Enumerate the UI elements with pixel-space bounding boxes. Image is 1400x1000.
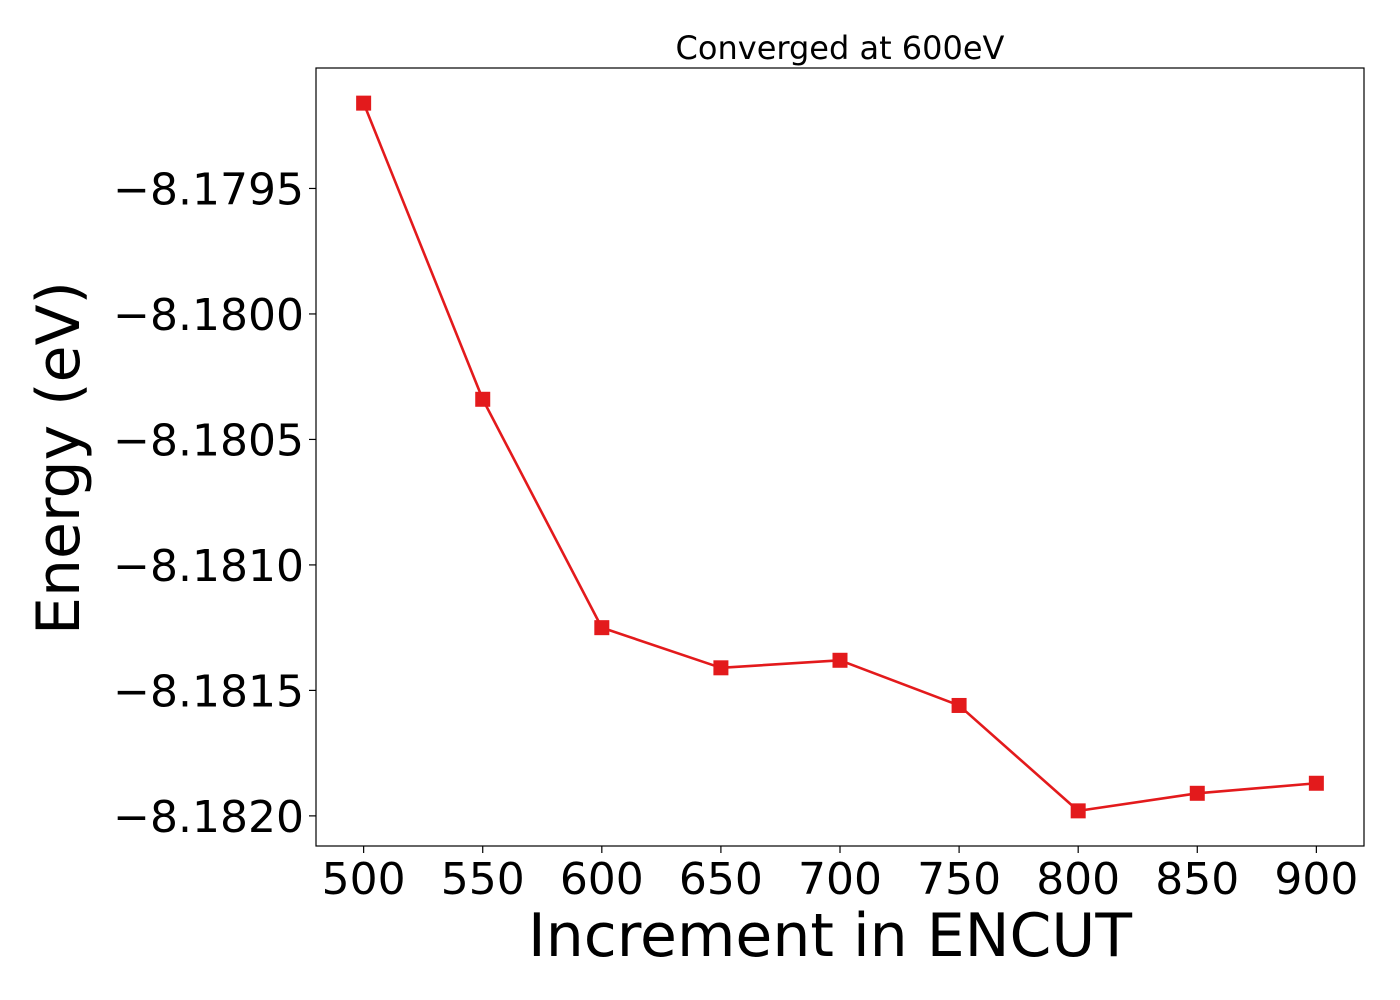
y-tick-label: −8.1795	[113, 164, 304, 215]
x-tick-label: 850	[1155, 854, 1239, 905]
x-tick-label: 700	[798, 854, 882, 905]
x-axis-label: Increment in ENCUT	[528, 901, 1132, 971]
data-point-marker	[1070, 803, 1086, 819]
x-tick-label: 500	[322, 854, 406, 905]
data-point-marker	[594, 620, 610, 636]
chart-title: Converged at 600eV	[676, 29, 1005, 67]
y-tick-label: −8.1820	[113, 792, 304, 843]
data-point-marker	[713, 660, 729, 676]
x-tick-label: 750	[917, 854, 1001, 905]
data-point-marker	[356, 95, 372, 111]
x-tick-label: 600	[560, 854, 644, 905]
data-point-marker	[475, 391, 491, 407]
plot-content	[356, 95, 1324, 819]
y-tick-label: −8.1815	[113, 666, 304, 717]
data-point-marker	[1308, 775, 1324, 791]
y-tick-label: −8.1800	[113, 290, 304, 341]
x-axis-ticks: 500 550 600 650 700 750 800 850 900	[322, 846, 1358, 905]
x-tick-label: 650	[679, 854, 763, 905]
data-point-marker	[951, 697, 967, 713]
data-point-marker	[1189, 785, 1205, 801]
y-axis-label: Energy (eV)	[24, 281, 94, 635]
y-tick-label: −8.1805	[113, 415, 304, 466]
x-tick-label: 550	[441, 854, 525, 905]
y-axis-ticks: −8.1795 −8.1800 −8.1805 −8.1810 −8.1815 −8.18…	[113, 164, 316, 843]
x-tick-label: 800	[1036, 854, 1120, 905]
y-tick-label: −8.1810	[113, 541, 304, 592]
x-tick-label: 900	[1274, 854, 1358, 905]
data-point-marker	[832, 652, 848, 668]
